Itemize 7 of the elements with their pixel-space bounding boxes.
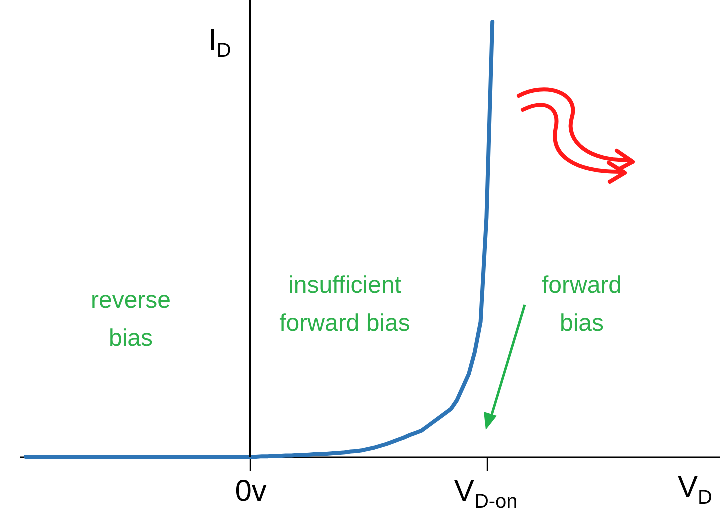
annotation: forward bias xyxy=(540,271,624,339)
annotation: reverse bias xyxy=(90,286,172,354)
x-tick-label: 0v xyxy=(235,475,267,509)
x-tick-label: V$_{D-on}$ xyxy=(454,475,518,514)
y-axis-title: I$_{D}$ xyxy=(208,24,232,63)
annotation: insufficient forward bias xyxy=(278,271,412,339)
x-axis-title: V$_{D}$ xyxy=(678,471,712,510)
